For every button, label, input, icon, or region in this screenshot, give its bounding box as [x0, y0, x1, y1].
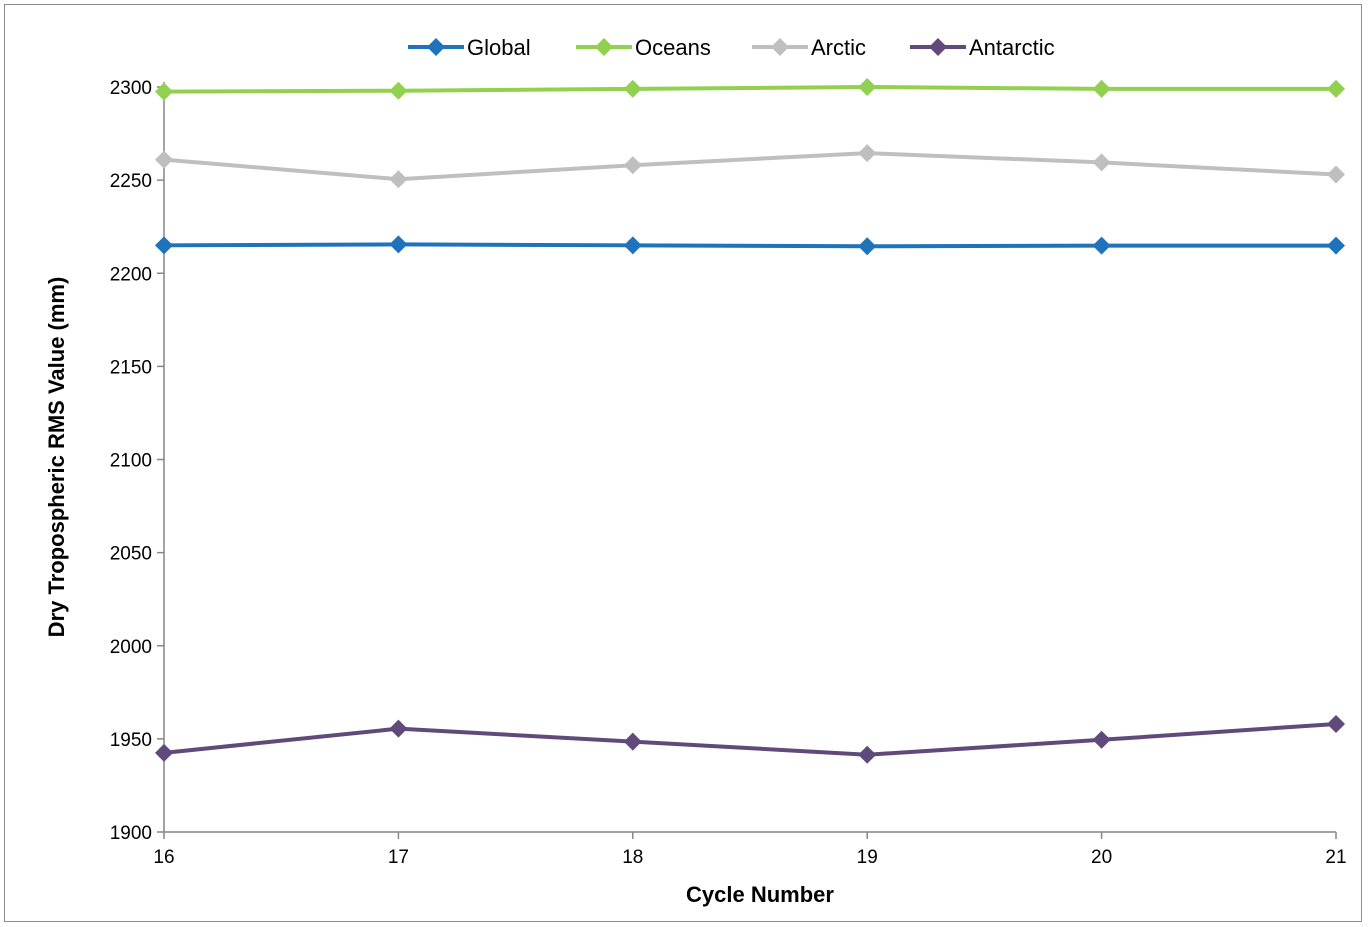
- data-point: [155, 743, 173, 762]
- series-arctic: [155, 144, 1345, 189]
- series-layer: [155, 78, 1345, 764]
- y-tick-label: 2300: [110, 78, 152, 99]
- data-point: [1092, 153, 1111, 172]
- series-line: [163, 721, 1337, 757]
- legend-item-antarctic: Antarctic: [910, 35, 1055, 60]
- data-point: [623, 732, 642, 751]
- legend-marker: [595, 38, 613, 56]
- x-tick-label: 18: [622, 847, 643, 868]
- y-axis-title: Dry Tropospheric RMS Value (mm): [44, 277, 69, 638]
- y-tick-label: 2250: [110, 171, 152, 192]
- axes: 1900 1950 2000 2050 2100 2150 2200 2250 2300 16 17…: [110, 78, 1347, 868]
- y-tick-label: 1900: [110, 823, 152, 844]
- legend-label: Arctic: [811, 35, 866, 60]
- x-tick-label: 21: [1325, 847, 1346, 868]
- data-point: [623, 236, 642, 255]
- data-point: [1327, 165, 1345, 184]
- x-axis-title: Cycle Number: [686, 882, 834, 907]
- data-point: [389, 81, 408, 100]
- data-point: [858, 78, 877, 96]
- data-point: [1327, 79, 1345, 98]
- series-global: [155, 235, 1345, 256]
- series-line: [163, 242, 1336, 249]
- chart-frame: [4, 4, 1362, 922]
- y-tick-label: 2000: [110, 637, 152, 658]
- data-point: [389, 719, 408, 738]
- y-tick-label: 2050: [110, 544, 152, 565]
- data-point: [1092, 730, 1111, 749]
- data-point: [1327, 236, 1345, 255]
- y-tick-label: 1950: [110, 730, 152, 751]
- legend-item-global: Global: [408, 35, 531, 60]
- legend-marker: [771, 38, 789, 56]
- y-tick-label: 2150: [110, 357, 152, 378]
- data-point: [858, 745, 877, 764]
- data-point: [155, 236, 173, 255]
- legend-item-arctic: Arctic: [752, 35, 866, 60]
- data-point: [623, 79, 642, 98]
- legend-label: Global: [467, 35, 531, 60]
- data-point: [155, 82, 173, 101]
- series-line: [163, 151, 1337, 182]
- data-point: [858, 144, 877, 163]
- data-point: [623, 156, 642, 175]
- legend: Global Oceans Arctic Antarctic: [408, 35, 1055, 60]
- x-tick-label: 19: [857, 847, 878, 868]
- y-tick-label: 2100: [110, 451, 152, 472]
- series-oceans: [155, 78, 1345, 101]
- series-antarctic: [155, 714, 1345, 764]
- x-tick-label: 16: [153, 847, 174, 868]
- legend-label: Oceans: [635, 35, 711, 60]
- legend-label: Antarctic: [969, 35, 1055, 60]
- data-point: [389, 170, 408, 189]
- legend-marker: [929, 38, 947, 56]
- data-point: [1327, 714, 1345, 733]
- data-point: [1092, 79, 1111, 98]
- data-point: [155, 150, 173, 169]
- legend-marker: [427, 38, 445, 56]
- y-tick-label: 2200: [110, 264, 152, 285]
- data-point: [858, 237, 877, 256]
- data-point: [389, 235, 408, 254]
- x-tick-label: 17: [388, 847, 409, 868]
- legend-item-oceans: Oceans: [576, 35, 711, 60]
- data-point: [1092, 236, 1111, 255]
- series-line: [163, 85, 1336, 94]
- x-tick-label: 20: [1091, 847, 1112, 868]
